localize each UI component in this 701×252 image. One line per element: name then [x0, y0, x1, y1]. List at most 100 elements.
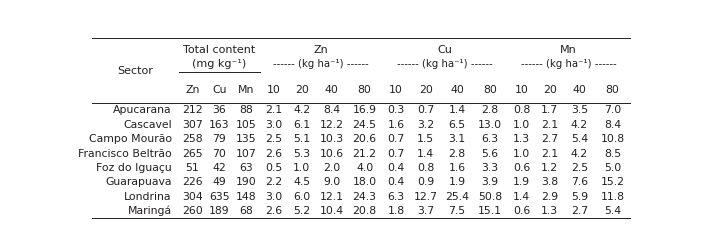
Text: 13.0: 13.0	[478, 120, 502, 130]
Text: 107: 107	[236, 148, 257, 159]
Text: 1.2: 1.2	[541, 163, 558, 173]
Text: Cascavel: Cascavel	[123, 120, 172, 130]
Text: 20.8: 20.8	[353, 206, 376, 216]
Text: 1.7: 1.7	[541, 105, 558, 115]
Text: 21.2: 21.2	[353, 148, 376, 159]
Text: 10.3: 10.3	[320, 134, 343, 144]
Text: 4.5: 4.5	[293, 177, 311, 187]
Text: 10.6: 10.6	[320, 148, 343, 159]
Text: 0.5: 0.5	[265, 163, 283, 173]
Text: 2.6: 2.6	[265, 206, 283, 216]
Text: 1.4: 1.4	[449, 105, 465, 115]
Text: 4.2: 4.2	[293, 105, 311, 115]
Text: 260: 260	[182, 206, 203, 216]
Text: 8.5: 8.5	[604, 148, 621, 159]
Text: 11.8: 11.8	[601, 192, 625, 202]
Text: 2.1: 2.1	[265, 105, 283, 115]
Text: Guarapuava: Guarapuava	[105, 177, 172, 187]
Text: 3.9: 3.9	[482, 177, 498, 187]
Text: 5.3: 5.3	[293, 148, 311, 159]
Text: 1.0: 1.0	[513, 148, 530, 159]
Text: 2.9: 2.9	[541, 192, 558, 202]
Text: 0.3: 0.3	[388, 105, 404, 115]
Text: 40: 40	[573, 85, 587, 96]
Text: 0.7: 0.7	[388, 148, 404, 159]
Text: 3.5: 3.5	[571, 105, 588, 115]
Text: 3.8: 3.8	[541, 177, 558, 187]
Text: 20: 20	[419, 85, 433, 96]
Text: 190: 190	[236, 177, 257, 187]
Text: 0.6: 0.6	[513, 206, 530, 216]
Text: 0.4: 0.4	[388, 163, 404, 173]
Text: 68: 68	[239, 206, 253, 216]
Text: 1.9: 1.9	[449, 177, 465, 187]
Text: Sector: Sector	[118, 66, 154, 76]
Text: Foz do Iguaçu: Foz do Iguaçu	[96, 163, 172, 173]
Text: 40: 40	[450, 85, 464, 96]
Text: 2.1: 2.1	[541, 120, 558, 130]
Text: 18.0: 18.0	[353, 177, 376, 187]
Text: 80: 80	[606, 85, 620, 96]
Text: 3.2: 3.2	[417, 120, 435, 130]
Text: 51: 51	[185, 163, 199, 173]
Text: 2.0: 2.0	[323, 163, 340, 173]
Text: 304: 304	[182, 192, 203, 202]
Text: 12.7: 12.7	[414, 192, 438, 202]
Text: 7.5: 7.5	[449, 206, 465, 216]
Text: 105: 105	[236, 120, 257, 130]
Text: 3.3: 3.3	[482, 163, 498, 173]
Text: (mg kg⁻¹): (mg kg⁻¹)	[192, 59, 246, 69]
Text: 15.1: 15.1	[478, 206, 502, 216]
Text: Londrina: Londrina	[124, 192, 172, 202]
Text: 4.2: 4.2	[571, 120, 588, 130]
Text: 10.8: 10.8	[600, 134, 625, 144]
Text: 6.5: 6.5	[449, 120, 465, 130]
Text: 1.8: 1.8	[388, 206, 404, 216]
Text: 0.6: 0.6	[513, 163, 530, 173]
Text: 1.3: 1.3	[541, 206, 558, 216]
Text: 258: 258	[182, 134, 203, 144]
Text: 1.3: 1.3	[513, 134, 530, 144]
Text: 5.6: 5.6	[482, 148, 498, 159]
Text: 212: 212	[182, 105, 203, 115]
Text: 2.7: 2.7	[571, 206, 588, 216]
Text: 1.9: 1.9	[513, 177, 530, 187]
Text: 6.3: 6.3	[388, 192, 404, 202]
Text: 7.6: 7.6	[571, 177, 588, 187]
Text: 12.2: 12.2	[320, 120, 343, 130]
Text: 4.2: 4.2	[571, 148, 588, 159]
Text: 1.0: 1.0	[293, 163, 311, 173]
Text: Campo Mourão: Campo Mourão	[89, 134, 172, 144]
Text: 635: 635	[209, 192, 229, 202]
Text: ------ (kg ha⁻¹) ------: ------ (kg ha⁻¹) ------	[273, 59, 369, 69]
Text: 40: 40	[325, 85, 339, 96]
Text: 10: 10	[266, 85, 280, 96]
Text: 2.5: 2.5	[265, 134, 283, 144]
Text: 42: 42	[212, 163, 226, 173]
Text: 20: 20	[295, 85, 309, 96]
Text: 25.4: 25.4	[445, 192, 469, 202]
Text: 5.0: 5.0	[604, 163, 621, 173]
Text: 12.1: 12.1	[320, 192, 343, 202]
Text: 5.4: 5.4	[604, 206, 621, 216]
Text: 10: 10	[389, 85, 403, 96]
Text: 0.4: 0.4	[388, 177, 404, 187]
Text: 6.1: 6.1	[293, 120, 311, 130]
Text: ------ (kg ha⁻¹) ------: ------ (kg ha⁻¹) ------	[521, 59, 616, 69]
Text: 8.4: 8.4	[323, 105, 340, 115]
Text: 0.7: 0.7	[417, 105, 435, 115]
Text: Zn: Zn	[185, 85, 199, 96]
Text: 10.4: 10.4	[320, 206, 343, 216]
Text: 163: 163	[209, 120, 229, 130]
Text: 1.5: 1.5	[417, 134, 435, 144]
Text: 2.6: 2.6	[265, 148, 283, 159]
Text: 1.6: 1.6	[449, 163, 465, 173]
Text: ------ (kg ha⁻¹) ------: ------ (kg ha⁻¹) ------	[397, 59, 493, 69]
Text: 2.1: 2.1	[541, 148, 558, 159]
Text: 16.9: 16.9	[353, 105, 376, 115]
Text: 2.2: 2.2	[265, 177, 283, 187]
Text: Mn: Mn	[560, 45, 577, 55]
Text: 7.0: 7.0	[604, 105, 621, 115]
Text: 0.8: 0.8	[417, 163, 435, 173]
Text: Zn: Zn	[313, 45, 328, 55]
